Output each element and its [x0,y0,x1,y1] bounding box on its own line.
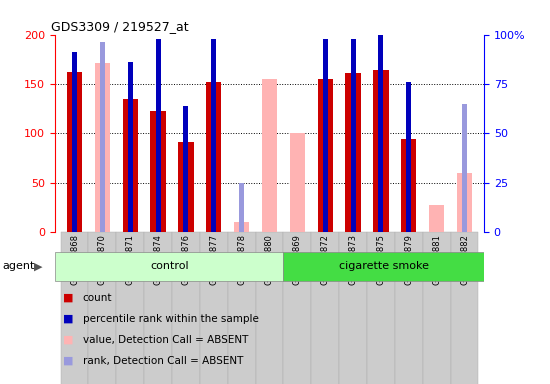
Text: ▶: ▶ [34,262,42,271]
Bar [144,232,172,384]
Bar [206,82,222,232]
Bar [345,73,361,232]
Bar [395,232,423,384]
Bar [450,232,478,384]
Text: cigarette smoke: cigarette smoke [339,262,428,271]
Text: value, Detection Call = ABSENT: value, Detection Call = ABSENT [82,335,248,345]
Bar [429,205,444,232]
Bar [150,111,166,232]
Bar [290,134,305,232]
Text: rank, Detection Call = ABSENT: rank, Detection Call = ABSENT [82,356,243,366]
Bar [116,232,144,384]
Text: ■: ■ [63,293,74,303]
Bar [100,43,105,232]
Text: ■: ■ [63,335,74,345]
Bar [60,232,89,384]
Bar [156,38,161,232]
Bar [234,222,249,232]
Bar [200,232,228,384]
Bar [367,232,395,384]
Bar [323,38,328,232]
Bar [423,232,450,384]
Text: agent: agent [3,262,35,271]
Bar [373,70,389,232]
Bar [183,106,189,232]
Bar [401,139,416,232]
Bar [283,232,311,384]
Bar [128,62,133,232]
Text: ■: ■ [63,356,74,366]
Bar [350,38,356,232]
Bar [72,52,77,232]
Bar [95,63,110,232]
Bar [178,142,194,232]
Bar [239,183,244,232]
Bar [172,232,200,384]
Bar [283,252,484,281]
Bar [262,79,277,232]
Bar [406,82,411,232]
Bar [457,173,472,232]
Bar [311,232,339,384]
Text: GDS3309 / 219527_at: GDS3309 / 219527_at [51,20,188,33]
Text: ■: ■ [63,314,74,324]
Bar [317,79,333,232]
Bar [256,232,283,384]
Bar [89,232,116,384]
Bar [339,232,367,384]
Bar [378,35,383,232]
Bar [55,252,283,281]
Text: percentile rank within the sample: percentile rank within the sample [82,314,258,324]
Text: count: count [82,293,112,303]
Bar [67,72,82,232]
Bar [228,232,256,384]
Bar [123,99,138,232]
Text: control: control [150,262,189,271]
Bar [462,104,467,232]
Bar [211,38,216,232]
